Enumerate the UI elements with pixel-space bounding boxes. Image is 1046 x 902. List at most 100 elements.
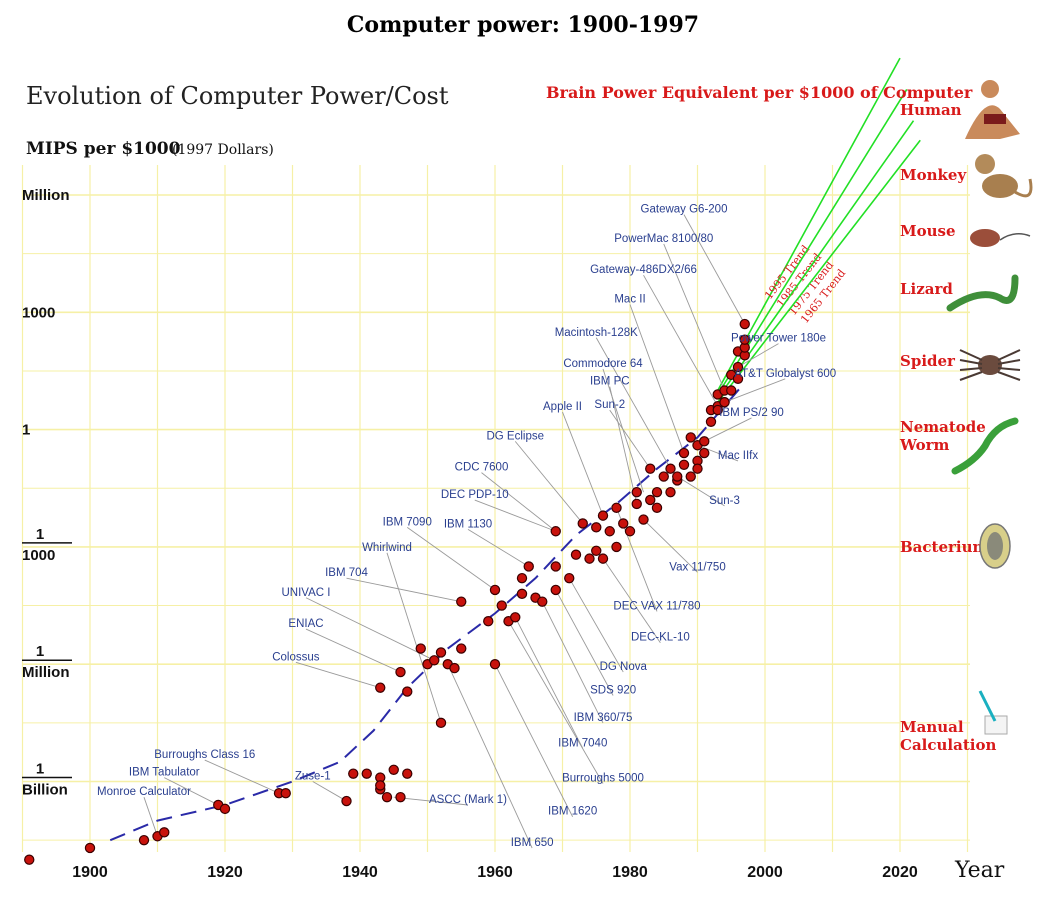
annotation-label: IBM 650	[511, 837, 554, 849]
brain-panel-title: Brain Power Equivalent per $1000 of Comp…	[546, 83, 973, 102]
data-point	[597, 510, 609, 521]
annotation-label: IBM 1620	[548, 806, 597, 818]
annotation-label: Commodore 64	[563, 358, 643, 370]
data-point	[665, 486, 676, 498]
annotation-leader	[697, 444, 739, 462]
x-tick-label: 1980	[612, 864, 648, 881]
annotation-leader	[595, 337, 671, 469]
y-axis-note: (1997 Dollars)	[172, 142, 274, 158]
x-tick-label: 1900	[72, 864, 108, 881]
annotation-label: IBM Tabulator	[129, 767, 200, 779]
annotation-leader	[204, 759, 280, 794]
annotation-leader	[514, 617, 584, 749]
annotation-label: DEC-KL-10	[631, 632, 690, 644]
data-point	[402, 686, 413, 697]
label-layer: Monroe Calculator IBM Tabulator Burroughs …	[97, 204, 836, 849]
annotation-leader	[562, 411, 604, 516]
data-point	[672, 471, 683, 482]
data-point	[611, 502, 622, 513]
spider-icon	[959, 349, 1021, 381]
data-point	[219, 803, 231, 815]
annotation-label: Vax 11/750	[669, 561, 725, 573]
annotation-label: IBM 7040	[558, 737, 607, 749]
leader-layer	[143, 214, 786, 849]
data-point	[435, 717, 447, 729]
y-tick-numerator: 1	[36, 761, 44, 778]
y-tick-numerator: 1	[36, 643, 44, 660]
annotation-leader	[494, 663, 574, 817]
data-point	[631, 498, 642, 510]
x-axis-label: Year	[954, 858, 1005, 883]
annotation-label: UNIVAC I	[282, 587, 331, 599]
data-point	[402, 768, 413, 779]
annotation-label: Mac IIfx	[718, 450, 759, 462]
annotation-leader	[602, 558, 661, 643]
annotation-label: Colossus	[272, 651, 320, 663]
data-point	[523, 561, 534, 572]
data-point	[624, 526, 636, 537]
data-point	[651, 502, 663, 513]
data-point	[685, 471, 696, 482]
axis-layer: 1900 1920 1940 1960 1980 2000 2020 Million 1000 1…	[22, 187, 918, 881]
brain-level-label: Human	[900, 101, 962, 119]
data-point	[577, 518, 588, 529]
annotation-label: DG Eclipse	[486, 430, 544, 442]
annotation-leader	[737, 343, 779, 368]
trend-line	[717, 139, 921, 403]
x-tick-label: 1940	[342, 864, 378, 881]
data-point	[280, 788, 291, 799]
data-point	[739, 318, 750, 330]
annotation-leader	[643, 274, 719, 407]
annotation-leader	[629, 304, 685, 454]
y-tick-numerator: 1	[36, 526, 44, 543]
annotation-label: AT&T Globalyst 600	[734, 368, 836, 380]
data-point	[361, 768, 372, 779]
annotation-label: DG Nova	[600, 661, 648, 673]
annotation-leader	[312, 781, 347, 802]
annotation-label: IBM 7090	[383, 516, 432, 528]
data-point	[348, 768, 359, 779]
annotation-label: Sun-3	[709, 495, 740, 507]
data-point	[550, 561, 561, 572]
data-point	[510, 612, 521, 623]
data-point	[489, 659, 501, 670]
annotation-leader	[481, 472, 557, 532]
brain-level-label: Bacterium	[900, 538, 989, 556]
annotation-leader	[143, 797, 158, 837]
annotation-label: IBM PS/2 90	[719, 407, 784, 419]
annotation-label: IBM 1130	[444, 518, 492, 530]
x-tick-label: 1960	[477, 864, 513, 881]
annotation-leader	[514, 441, 584, 524]
annotation-label: Sun-2	[594, 399, 625, 411]
annotation-leader	[704, 417, 752, 442]
annotation-label: Apple II	[543, 401, 582, 413]
annotation-label: IBM PC	[590, 376, 630, 388]
brain-level-label: Mouse	[900, 222, 956, 240]
annotation-leader	[386, 552, 442, 723]
annotation-label: Whirlwind	[362, 542, 412, 554]
annotation-leader	[643, 519, 698, 573]
annotation-label: ENIAC	[288, 618, 323, 630]
annotation-label: Mac II	[614, 294, 645, 306]
annotation-leader	[609, 386, 638, 504]
data-point	[732, 361, 744, 373]
data-point	[645, 494, 656, 506]
trend-line	[717, 120, 915, 399]
annotation-label: DEC PDP-10	[441, 489, 509, 501]
y-axis-label: MIPS per $1000	[26, 139, 181, 159]
brain-level-label-line2: Calculation	[900, 736, 996, 754]
point-layer	[24, 318, 750, 865]
data-point	[550, 526, 561, 537]
annotation-leader	[541, 601, 604, 724]
data-point	[483, 615, 494, 627]
data-point	[732, 373, 744, 384]
annotation-label: DEC VAX 11/780	[613, 600, 700, 612]
annotation-leader	[568, 577, 624, 673]
data-point	[456, 643, 467, 654]
annotation-label: PowerMac 8100/80	[614, 233, 713, 245]
chart-title: Evolution of Computer Power/Cost	[26, 82, 449, 110]
annotation-leader	[683, 214, 746, 325]
y-tick-label: Million	[22, 187, 70, 204]
annotation-label: Burroughs Class 16	[154, 749, 255, 761]
data-point	[699, 447, 710, 459]
